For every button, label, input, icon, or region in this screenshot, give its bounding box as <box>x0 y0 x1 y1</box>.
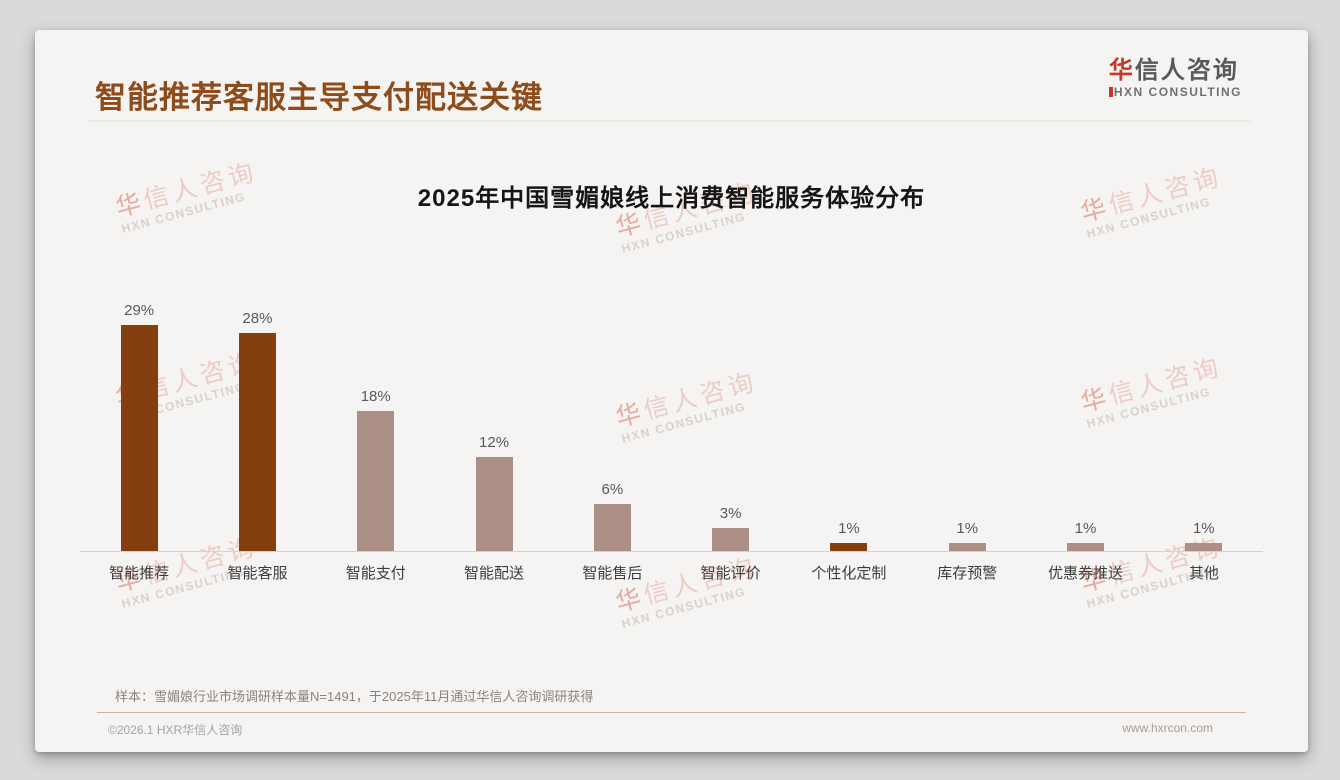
bar-value-label: 1% <box>838 520 860 538</box>
bar-category-label: 个性化定制 <box>811 565 887 582</box>
bar-value-label: 1% <box>956 520 979 538</box>
bar-value-label: 1% <box>1192 520 1215 538</box>
page-title: 智能推荐客服主导支付配送关键 <box>95 80 543 115</box>
bar-category-label: 其他 <box>1188 565 1219 582</box>
bar-column-2: 28% <box>198 296 316 551</box>
bar-column-3: 18% <box>317 296 435 551</box>
bar-value-label: 3% <box>719 504 742 522</box>
company-logo: 华信人咨询 H XN CONSULTING <box>1108 57 1242 99</box>
bar-category-label: 智能配送 <box>464 565 525 582</box>
bar <box>712 527 750 551</box>
bar-column-7: 1% <box>790 296 908 551</box>
bar <box>238 332 276 551</box>
logo-red-accent <box>1108 87 1113 98</box>
chart-plot: 29% 28% 18% 12% 6% 3% 1% 1% 1% 1% <box>80 296 1263 551</box>
bar-column-9: 1% <box>1026 296 1144 551</box>
bar-value-label: 18% <box>360 387 391 405</box>
bar-value-label: 29% <box>124 301 155 319</box>
footer-copyright: ©2026.1 HXR华信人咨询 <box>108 723 243 737</box>
bar <box>1067 543 1105 551</box>
bar <box>357 410 395 551</box>
footer-website: www.hxrcon.com <box>1122 721 1213 735</box>
bar <box>830 543 868 551</box>
chart-title: 2025年中国雪媚娘线上消费智能服务体验分布 <box>417 185 926 212</box>
chart-x-axis <box>80 551 1263 552</box>
bar-category-label: 智能支付 <box>345 565 406 582</box>
bar-column-1: 29% <box>80 296 198 551</box>
header-divider <box>88 120 1250 122</box>
bar-column-8: 1% <box>908 296 1026 551</box>
bar-value-label: 1% <box>1074 520 1097 538</box>
bar-category-label: 智能客服 <box>227 565 288 582</box>
company-logo-chinese: 华信人咨询 <box>1108 57 1239 84</box>
bar-value-label: 6% <box>601 481 624 499</box>
bar-column-4: 12% <box>435 296 553 551</box>
bar-column-6: 3% <box>671 296 789 551</box>
bar-column-10: 1% <box>1145 296 1263 551</box>
chart-category-labels: 智能推荐 智能客服 智能支付 智能配送 智能售后 智能评价 个性化定制 库存预警 优惠券推送 其他 <box>80 562 1263 583</box>
footer-divider <box>97 712 1246 713</box>
bar-category-label: 智能评价 <box>700 565 761 582</box>
bar-column-5: 6% <box>553 296 671 551</box>
bar <box>948 543 986 551</box>
company-logo-english: H XN CONSULTING <box>1108 85 1242 99</box>
bar <box>475 457 513 551</box>
report-slide: 智能推荐客服主导支付配送关键 华信人咨询 H XN CONSULTING 华信人咨… <box>35 30 1308 752</box>
bar-category-label: 智能推荐 <box>109 565 170 582</box>
sample-note: 样本：雪媚娘行业市场调研样本量N=1491，于2025年11月通过华信人咨询调研… <box>115 689 594 704</box>
bar <box>120 324 158 551</box>
bar-category-label: 库存预警 <box>937 565 998 582</box>
bar <box>1185 543 1223 551</box>
bar-value-label: 12% <box>479 434 510 452</box>
bar-category-label: 智能售后 <box>582 565 643 582</box>
bar-category-label: 优惠券推送 <box>1048 565 1124 582</box>
bar-value-label: 28% <box>242 309 273 327</box>
bar <box>593 504 631 551</box>
